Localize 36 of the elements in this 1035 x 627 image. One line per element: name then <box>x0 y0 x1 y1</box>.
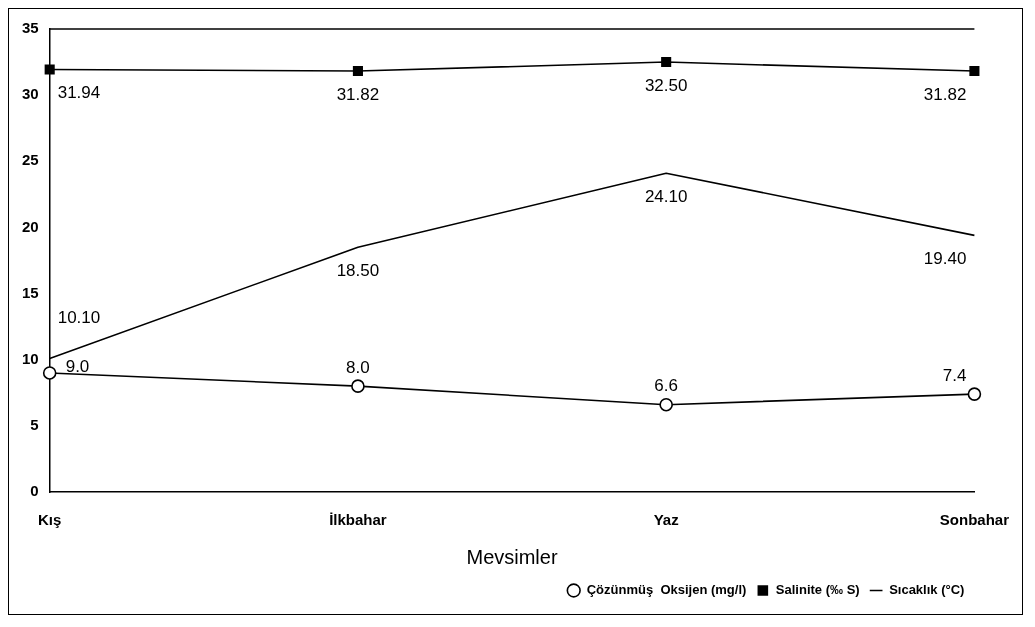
y-tick-label: 25 <box>22 151 39 169</box>
legend-label: Salinite (‰ S) <box>775 582 860 598</box>
x-tick-label: Kış <box>38 511 62 529</box>
y-tick-label: 15 <box>22 283 39 301</box>
point <box>969 66 980 77</box>
data-label: 9.0 <box>65 356 90 376</box>
point <box>967 387 982 401</box>
x-tick-label: Yaz <box>653 511 679 529</box>
data-label: 32.50 <box>644 75 688 95</box>
legend-label: Sıcaklık (°C) <box>889 582 965 598</box>
data-label: 7.4 <box>942 365 967 385</box>
point <box>661 57 672 68</box>
data-label: 8.0 <box>346 357 370 377</box>
y-tick-label: 5 <box>30 416 39 433</box>
point <box>44 64 55 75</box>
data-label: 31.94 <box>57 83 101 103</box>
point <box>659 397 673 412</box>
y-tick-label: 20 <box>22 217 39 235</box>
x-axis-title: Mevsimler <box>466 545 558 568</box>
point <box>352 66 363 77</box>
data-label: 19.40 <box>923 249 967 269</box>
y-tick-label: 30 <box>22 85 39 103</box>
data-label: 31.82 <box>336 84 380 104</box>
legend-label: Çözünmüş Oksijen (mg/l) <box>586 582 747 598</box>
point <box>351 379 365 393</box>
data-label: 31.82 <box>923 84 967 104</box>
x-tick-label: İlkbahar <box>329 511 387 529</box>
point <box>42 366 57 380</box>
data-label: 6.6 <box>654 376 678 396</box>
y-tick-label: 10 <box>22 349 39 367</box>
data-label: 18.50 <box>336 260 380 280</box>
data-label: 10.10 <box>57 308 101 328</box>
data-label: 24.10 <box>644 186 688 206</box>
y-tick-label: 0 <box>30 482 39 500</box>
y-tick-label: 35 <box>22 19 39 37</box>
x-tick-label: Sonbahar <box>939 511 1010 529</box>
